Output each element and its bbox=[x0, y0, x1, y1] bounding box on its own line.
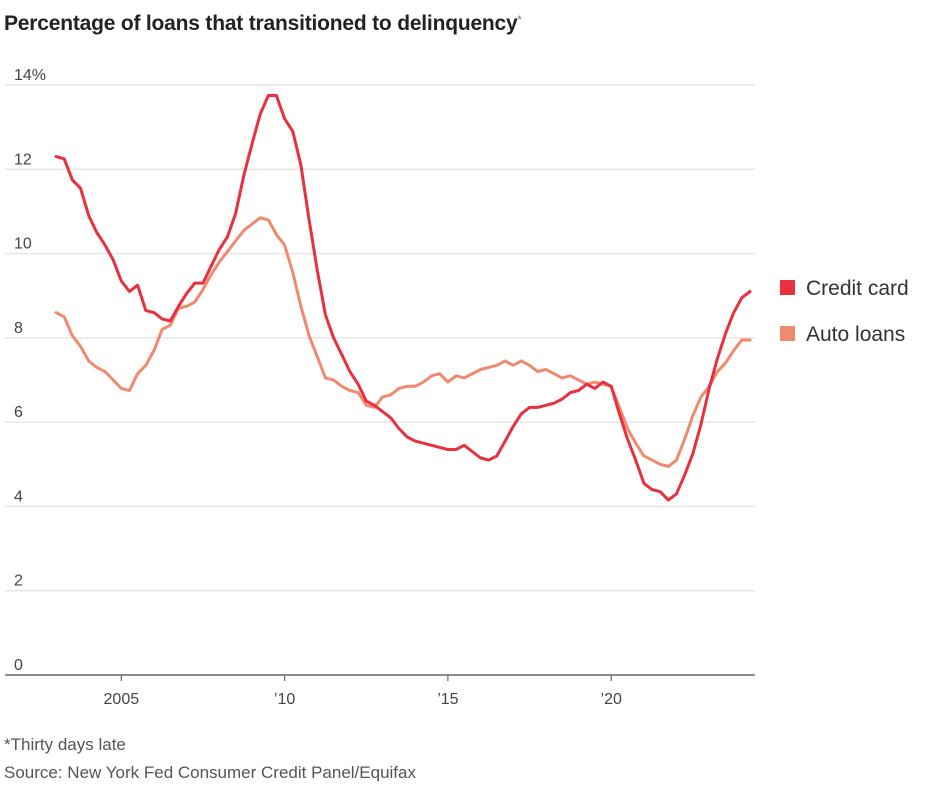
x-tick-label-2015: ’15 bbox=[437, 691, 458, 708]
source-note: Source: New York Fed Consumer Credit Pan… bbox=[4, 763, 416, 782]
gridlines bbox=[5, 84, 755, 592]
legend-swatch-auto-loans bbox=[780, 326, 795, 341]
y-tick-label-0: 0 bbox=[14, 657, 23, 674]
y-tick-label-6: 6 bbox=[14, 404, 23, 421]
x-tick-label-2010: ’10 bbox=[274, 691, 295, 708]
series-line-credit-card bbox=[54, 94, 752, 502]
y-axis-labels: 0 2 4 6 8 10 12 14% bbox=[14, 67, 46, 674]
footnote: *Thirty days late bbox=[4, 735, 126, 754]
x-tick-label-2005: 2005 bbox=[104, 691, 140, 708]
series-lines bbox=[54, 94, 752, 502]
legend: Credit card Auto loans bbox=[780, 277, 909, 346]
y-tick-label-2: 2 bbox=[14, 573, 23, 590]
y-tick-label-10: 10 bbox=[14, 236, 32, 253]
chart-title: Percentage of loans that transitioned to… bbox=[4, 12, 522, 36]
y-tick-label-14: 14% bbox=[14, 67, 46, 84]
y-tick-label-4: 4 bbox=[14, 488, 23, 505]
y-tick-label-12: 12 bbox=[14, 151, 32, 168]
title-footnote-marker: * bbox=[517, 14, 522, 26]
legend-label-auto-loans: Auto loans bbox=[806, 323, 905, 346]
y-tick-label-8: 8 bbox=[14, 320, 23, 337]
legend-label-credit-card: Credit card bbox=[806, 277, 909, 300]
chart-title-text: Percentage of loans that transitioned to… bbox=[4, 12, 518, 35]
x-tick-label-2020: ’20 bbox=[601, 691, 622, 708]
series-line-auto-loans bbox=[54, 216, 752, 468]
legend-swatch-credit-card bbox=[780, 280, 795, 295]
x-axis-ticks: 2005 ’10 ’15 ’20 bbox=[104, 675, 622, 708]
